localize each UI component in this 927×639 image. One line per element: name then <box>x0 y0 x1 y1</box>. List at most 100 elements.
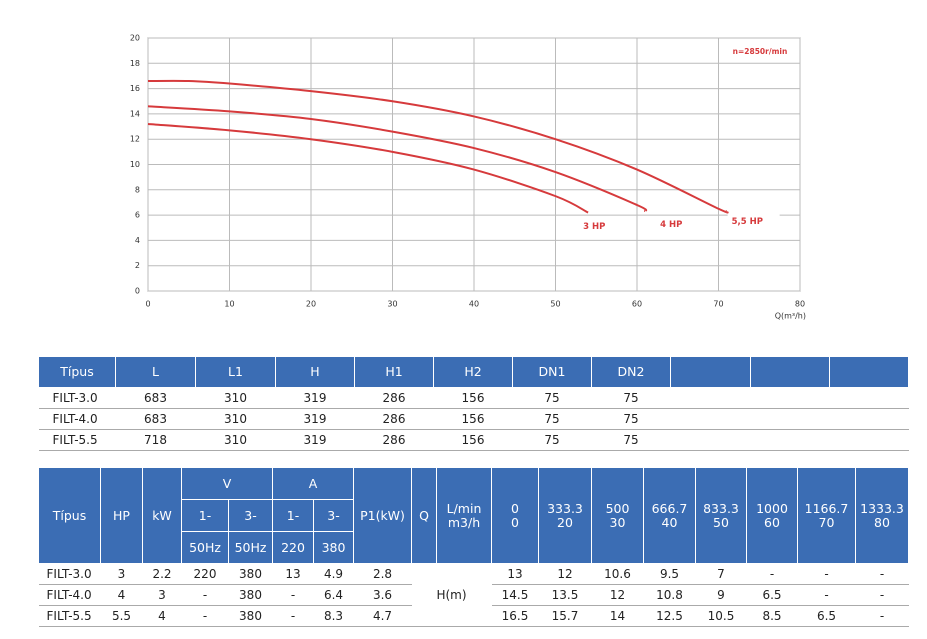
header-row: Típus HP kW V A P1(kW) Q L/min m3/h 0 0 333.3 20 500 3… <box>38 467 909 564</box>
cell: 380 <box>228 584 273 606</box>
cell: 10.5 <box>695 605 747 627</box>
y-tick-label: 2 <box>135 261 140 270</box>
cell: 3 <box>142 584 182 606</box>
cell: FILT-3.0 <box>38 387 116 409</box>
cell: 75 <box>591 429 671 451</box>
cell: 380 <box>228 563 273 585</box>
y-tick-label: 16 <box>130 84 140 93</box>
header-line: 50 <box>713 514 729 530</box>
cell: 6.5 <box>797 605 856 627</box>
header-cell: 1333.3 80 <box>855 467 909 564</box>
cell: 75 <box>591 387 671 409</box>
x-tick-label: 50 <box>550 300 560 309</box>
cell: 156 <box>433 429 513 451</box>
cell: 14 <box>591 605 644 627</box>
cell <box>750 408 830 430</box>
y-tick-label: 0 <box>135 287 140 296</box>
cell: 8.5 <box>746 605 798 627</box>
cell: 4.9 <box>313 563 354 585</box>
series-label: 3 HP <box>583 222 605 232</box>
cell: 286 <box>354 408 434 430</box>
cell: - <box>181 584 229 606</box>
cell: 319 <box>275 408 355 430</box>
cell: 683 <box>115 408 196 430</box>
cell: 319 <box>275 387 355 409</box>
cell: 319 <box>275 429 355 451</box>
cell: - <box>855 563 909 585</box>
header-cell: 500 30 <box>591 467 644 564</box>
cell: 380 <box>228 605 273 627</box>
cell: 15.7 <box>538 605 592 627</box>
cell: - <box>746 563 798 585</box>
cell: 13.5 <box>538 584 592 606</box>
x-axis-label: Q(m³/h) <box>775 312 806 321</box>
y-tick-label: 18 <box>130 59 140 68</box>
cell: - <box>272 605 314 627</box>
header-line: 80 <box>874 514 890 530</box>
header-cell: 380 <box>313 531 354 564</box>
cell <box>670 429 751 451</box>
header-cell: 220 <box>272 531 314 564</box>
header-line: 0 <box>511 514 519 530</box>
y-tick-label: 6 <box>135 211 140 220</box>
cell: 2.2 <box>142 563 182 585</box>
header-row: Típus L L1 H H1 H2 DN1 DN2 <box>38 356 909 388</box>
cell: - <box>797 584 856 606</box>
curve <box>147 79 729 214</box>
x-tick-label: 70 <box>713 300 723 309</box>
data-row: FILT-3.0 683 310 319 286 156 75 75 <box>38 387 909 409</box>
data-row: FILT-4.0 683 310 319 286 156 75 75 <box>38 408 909 430</box>
label-box <box>656 217 709 232</box>
cell: 156 <box>433 387 513 409</box>
header-cell: 666.7 40 <box>643 467 696 564</box>
y-tick-label: 8 <box>135 185 140 194</box>
cell: FILT-4.0 <box>38 584 101 606</box>
header-cell: L1 <box>195 356 276 388</box>
header-line: 1000 <box>756 500 788 516</box>
cell <box>670 387 751 409</box>
series-label: 5,5 HP <box>732 217 763 227</box>
header-cell: 1166.7 70 <box>797 467 856 564</box>
data-row: FILT-4.0 4 3-380-6.4 3.6 14.5 13.5 12 10.8 9 6.5-… <box>38 584 909 606</box>
header-cell <box>829 356 909 388</box>
header-cell: 3- <box>228 499 273 532</box>
header-line: 20 <box>557 514 573 530</box>
header-cell: Típus <box>38 356 116 388</box>
cell: 14.5 <box>491 584 539 606</box>
cell: 2.8 <box>353 563 412 585</box>
header-cell: L/min m3/h <box>436 467 492 564</box>
cell: FILT-5.5 <box>38 429 116 451</box>
cell: 6.4 <box>313 584 354 606</box>
label-box <box>579 219 632 234</box>
cell: 10.8 <box>643 584 696 606</box>
y-tick-label: 10 <box>130 160 140 169</box>
dimensions-table: Típus L L1 H H1 H2 DN1 DN2 FILT-3.0 683 310 319 286 1… <box>38 356 909 451</box>
cell <box>829 429 909 451</box>
y-tick-label: 4 <box>135 236 140 245</box>
cell: 286 <box>354 387 434 409</box>
cell <box>670 408 751 430</box>
cell: - <box>181 605 229 627</box>
cell <box>829 408 909 430</box>
annotation: n=2850r/min <box>733 47 788 56</box>
x-tick-label: 40 <box>469 300 479 309</box>
cell: 3 <box>100 563 143 585</box>
cell: - <box>855 584 909 606</box>
header-cell: P1(kW) <box>353 467 412 564</box>
header-line: 60 <box>764 514 780 530</box>
header-line: 0 <box>511 500 519 516</box>
x-tick-label: 80 <box>795 300 805 309</box>
cell: FILT-4.0 <box>38 408 116 430</box>
header-line: 1166.7 <box>804 500 849 516</box>
header-line: 30 <box>609 514 626 530</box>
header-cell: HP <box>100 467 143 564</box>
header-cell: A <box>272 467 354 500</box>
header-cell: 1000 60 <box>746 467 798 564</box>
header-cell: 1- <box>272 499 314 532</box>
cell: 10.6 <box>591 563 644 585</box>
cell: 12 <box>538 563 592 585</box>
cell: - <box>797 563 856 585</box>
header-cell: L <box>115 356 196 388</box>
cell: FILT-5.5 <box>38 605 101 627</box>
x-tick-label: 0 <box>145 300 150 309</box>
